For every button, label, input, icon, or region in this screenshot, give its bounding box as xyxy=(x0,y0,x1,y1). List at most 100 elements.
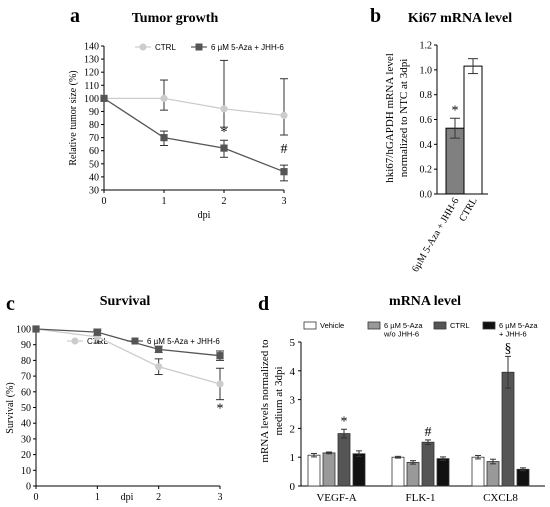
plot-area: * xyxy=(445,58,483,195)
data-point xyxy=(155,363,163,371)
panel-letter-b: b xyxy=(370,5,381,27)
legend-label-6-m-5-aza-w-o-jhh-6: w/o JHH-6 xyxy=(383,330,419,339)
x-tick-label: 2 xyxy=(222,196,227,207)
data-point xyxy=(155,345,163,354)
series-line-ctrl xyxy=(35,328,221,385)
data-point xyxy=(280,168,288,176)
bar-6-m-5-aza-jhh-6 xyxy=(516,468,530,487)
data-point xyxy=(216,380,224,388)
data-point xyxy=(280,111,288,119)
plot-area: * # § xyxy=(307,341,530,487)
significance-marker: § xyxy=(505,341,512,356)
y-tick-label: 0 xyxy=(26,482,31,493)
chart-title-mrna-level: mRNA level xyxy=(389,294,461,309)
legend-label-vehicle: Vehicle xyxy=(320,321,344,330)
x-tick-label: 2 xyxy=(156,492,161,503)
y-axis-label-line-1: mRNA levels normalized to xyxy=(259,339,271,463)
bar-6-m-5-aza-jhh-6 xyxy=(436,458,450,487)
y-tick-label: 30 xyxy=(21,434,31,445)
data-point xyxy=(93,328,101,336)
y-tick-label: 4 xyxy=(290,366,296,378)
y-tick-label: 0.6 xyxy=(420,115,433,126)
axes: 30 40 50 60 70 80 90 100 110 120 130 140 0 1 2 3 xyxy=(84,42,287,208)
bar-ctrl xyxy=(501,371,515,487)
bar-ctrl xyxy=(337,433,351,487)
x-tick-label: 6µM 5-Aza + JHH-6 xyxy=(410,196,461,274)
y-tick-label: 0 xyxy=(290,481,296,493)
x-tick-label: 0 xyxy=(34,492,39,503)
y-tick-label: 1.2 xyxy=(420,41,433,52)
x-axis-label: dpi xyxy=(121,492,134,503)
legend-swatch-6-m-5-aza-w-o-jhh-6 xyxy=(367,321,381,330)
y-tick-label: 0.0 xyxy=(420,190,433,201)
y-tick-label: 70 xyxy=(21,372,31,383)
legend-label-6-m-5-aza-jhh-6: 6 µM 5-Aza xyxy=(499,321,538,330)
bar-ctrl xyxy=(463,65,483,195)
data-point xyxy=(160,94,168,102)
bar-vehicle xyxy=(307,454,321,487)
series-6-m-5-aza-jhh-6 xyxy=(32,325,224,361)
y-tick-label: 90 xyxy=(89,107,99,118)
significance-marker: * xyxy=(217,402,224,417)
panel-letter-a: a xyxy=(70,5,80,27)
data-point xyxy=(160,134,168,142)
y-tick-label: 1.0 xyxy=(420,65,433,76)
legend-label-6-m-5-aza-jhh-6: 6 µM 5-Aza + JHH-6 xyxy=(147,337,220,346)
significance-marker: * xyxy=(341,414,348,429)
y-tick-label: 120 xyxy=(84,68,99,79)
plot-area: * xyxy=(32,325,224,417)
data-point xyxy=(220,144,228,152)
legend-marker-6-m-5-aza-jhh-6 xyxy=(131,337,139,345)
bar-group-cxcl8 xyxy=(471,355,530,487)
y-axis-label-line-2: medium at 3dpi xyxy=(273,366,285,435)
y-tick-label: 80 xyxy=(21,356,31,367)
x-tick-label: 1 xyxy=(95,492,100,503)
x-axis-label: dpi xyxy=(198,210,211,221)
y-axis-label: Survival (%) xyxy=(5,382,16,433)
panel-d-mrna-level: d mRNA level mRNA levels normalized to m… xyxy=(258,293,545,504)
legend-label-6-m-5-aza-jhh-6: 6 µM 5-Aza + JHH-6 xyxy=(211,43,284,52)
significance-marker: * xyxy=(452,103,459,118)
y-tick-label: 60 xyxy=(89,146,99,157)
y-tick-label: 2 xyxy=(290,423,296,435)
bar-ctrl xyxy=(421,441,435,487)
bar-group-vegf-a xyxy=(307,428,366,487)
panel-a-tumor-growth: a Tumor growth dpi Relative tumor size (… xyxy=(68,5,288,221)
significance-marker: * xyxy=(221,125,228,140)
legend-marker-ctrl xyxy=(139,43,147,51)
y-tick-label: 90 xyxy=(21,340,31,351)
y-tick-label: 60 xyxy=(21,387,31,398)
y-tick-label: 0.2 xyxy=(420,165,433,176)
x-tick-label: 3 xyxy=(218,492,223,503)
y-tick-label: 1 xyxy=(290,452,296,464)
legend-swatch-vehicle xyxy=(303,321,317,330)
x-tick-label: 1 xyxy=(162,196,167,207)
bar-vehicle xyxy=(391,456,405,487)
panel-b-ki67: b Ki67 mRNA level hki67/hGAPDH mRNA leve… xyxy=(370,5,512,274)
chart-title-tumor-growth: Tumor growth xyxy=(132,11,219,26)
significance-marker: # xyxy=(425,425,432,440)
y-tick-label: 20 xyxy=(21,450,31,461)
legend-swatch-6-m-5-aza-jhh-6 xyxy=(482,321,496,330)
legend-swatch-ctrl xyxy=(433,321,447,330)
legend-label-ctrl: CTRL xyxy=(450,321,470,330)
data-point xyxy=(32,325,40,333)
y-tick-label: 5 xyxy=(290,337,296,349)
y-tick-label: 30 xyxy=(89,186,99,197)
bar-vehicle xyxy=(471,456,485,487)
significance-marker: # xyxy=(281,142,288,157)
y-tick-label: 130 xyxy=(84,55,99,66)
chart-title-survival: Survival xyxy=(100,294,151,309)
y-axis-label-line-2: normalized to NTC at 3dpi xyxy=(398,59,410,178)
data-point xyxy=(100,94,108,102)
panel-c-survival: c Survival dpi Survival (%) 010203040506… xyxy=(5,293,224,503)
x-tick-label: 3 xyxy=(282,196,287,207)
bar-6-m-5-aza-w-o-jhh-6 xyxy=(486,461,500,487)
data-point xyxy=(216,352,224,360)
y-tick-label: 70 xyxy=(89,133,99,144)
bar-group-flk-1 xyxy=(391,439,450,487)
series-ctrl xyxy=(100,59,288,136)
legend-label-6-m-5-aza-w-o-jhh-6: 6 µM 5-Aza xyxy=(384,321,423,330)
